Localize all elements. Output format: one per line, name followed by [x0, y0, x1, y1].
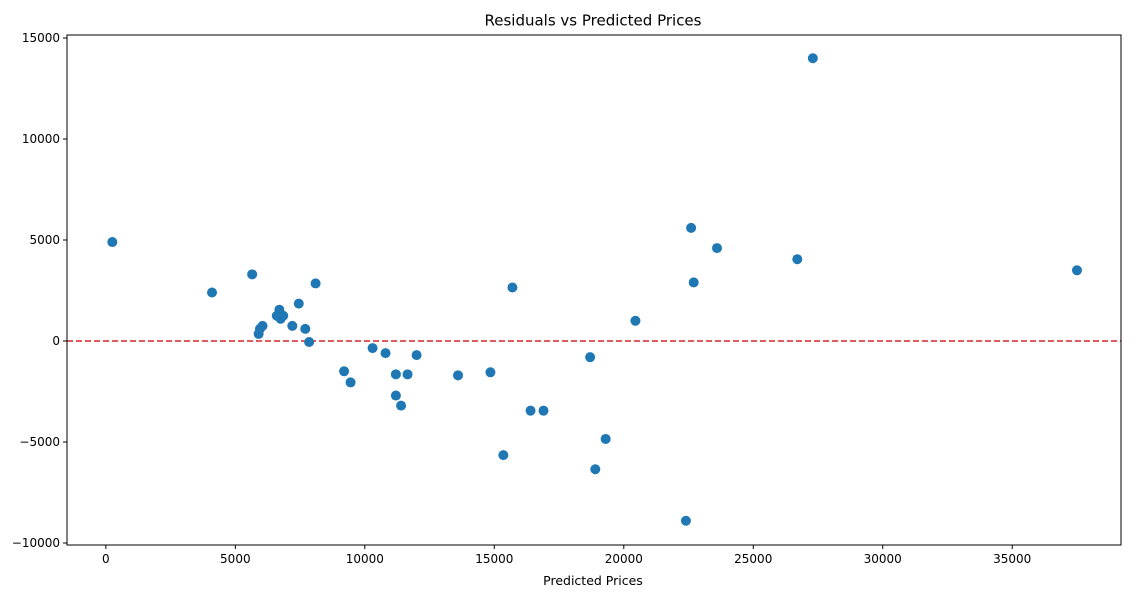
y-tick-label: −5000	[19, 435, 60, 449]
scatter-point	[310, 278, 321, 289]
x-axis: 0 5000 10000 15000 20000 25000 30000 35000	[102, 545, 1031, 566]
scatter-point	[367, 343, 378, 354]
scatter-point	[507, 282, 518, 293]
scatter-point	[257, 320, 268, 331]
scatter-point	[339, 366, 350, 377]
x-tick-label: 15000	[475, 552, 513, 566]
scatter-point	[590, 464, 601, 475]
scatter-point	[402, 369, 413, 380]
scatter-point	[686, 222, 697, 233]
x-tick-label: 10000	[346, 552, 384, 566]
x-tick-label: 30000	[864, 552, 902, 566]
scatter-point	[207, 287, 218, 298]
scatter-point	[525, 405, 536, 416]
scatter-point	[600, 433, 611, 444]
y-tick-label: 5000	[29, 233, 60, 247]
scatter-point	[411, 350, 422, 361]
scatter-point	[485, 367, 496, 378]
y-tick-label: −10000	[12, 536, 60, 550]
scatter-point	[380, 348, 391, 359]
scatter-point	[712, 243, 723, 254]
scatter-point	[287, 320, 298, 331]
scatter-point	[300, 323, 311, 334]
scatter-point	[304, 337, 315, 348]
chart-title: Residuals vs Predicted Prices	[485, 12, 702, 30]
scatter-point	[107, 237, 118, 248]
x-axis-label: Predicted Prices	[543, 573, 643, 588]
scatter-point	[453, 370, 464, 381]
scatter-point	[396, 400, 407, 411]
y-tick-label: 15000	[22, 31, 60, 45]
y-tick-label: 10000	[22, 132, 60, 146]
scatter-point	[390, 369, 401, 380]
scatter-point	[293, 298, 304, 309]
scatter-point	[538, 405, 549, 416]
scatter-point	[807, 53, 818, 64]
scatter-point	[345, 377, 356, 388]
scatter-point	[630, 315, 641, 326]
plot-area-frame	[66, 34, 1122, 546]
scatter-point	[585, 352, 596, 363]
x-tick-label: 5000	[220, 552, 251, 566]
x-tick-label: 20000	[605, 552, 643, 566]
x-tick-label: 25000	[734, 552, 772, 566]
scatter-point	[1071, 265, 1082, 276]
scatter-point	[498, 450, 509, 461]
scatter-point	[792, 254, 803, 265]
scatter-point	[688, 277, 699, 288]
x-tick-label: 0	[102, 552, 110, 566]
scatter-points	[107, 53, 1082, 526]
scatter-point	[247, 269, 258, 280]
y-tick-label: 0	[52, 334, 60, 348]
scatter-point	[680, 515, 691, 526]
scatter-point	[390, 390, 401, 401]
scatter-point	[278, 310, 289, 321]
x-tick-label: 35000	[993, 552, 1031, 566]
y-axis: −10000 −5000 0 5000 10000 15000	[12, 31, 67, 550]
